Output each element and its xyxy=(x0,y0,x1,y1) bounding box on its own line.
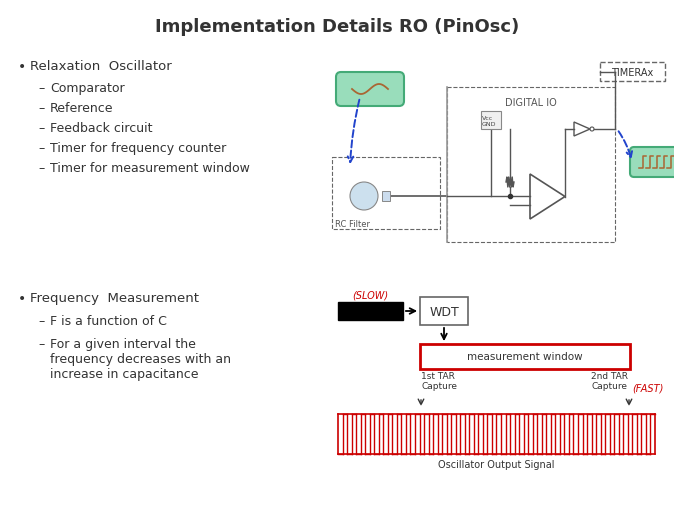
Text: •: • xyxy=(18,291,26,306)
Text: Timer for measurement window: Timer for measurement window xyxy=(50,162,250,175)
Circle shape xyxy=(350,183,378,211)
Text: –: – xyxy=(38,122,44,135)
Bar xyxy=(447,88,615,242)
Text: (FAST): (FAST) xyxy=(632,383,663,393)
Text: –: – xyxy=(38,102,44,115)
Text: WDT: WDT xyxy=(429,305,459,318)
Text: TIMERAx: TIMERAx xyxy=(611,67,654,77)
Bar xyxy=(332,158,440,230)
Text: –: – xyxy=(38,142,44,155)
Text: Timer for frequency counter: Timer for frequency counter xyxy=(50,142,226,155)
Text: Oscillator Output Signal: Oscillator Output Signal xyxy=(438,459,555,469)
Text: (SLOW): (SLOW) xyxy=(353,290,389,300)
Bar xyxy=(600,63,665,82)
Text: Relaxation  Oscillator: Relaxation Oscillator xyxy=(30,60,172,73)
Text: •: • xyxy=(18,60,26,74)
Text: Reference: Reference xyxy=(50,102,113,115)
Text: DIGITAL IO: DIGITAL IO xyxy=(505,98,557,108)
Text: 1st TAR
Capture: 1st TAR Capture xyxy=(421,371,457,391)
Text: Feedback circuit: Feedback circuit xyxy=(50,122,152,135)
Text: 2nd TAR
Capture: 2nd TAR Capture xyxy=(591,371,628,391)
Text: Vcc: Vcc xyxy=(482,116,493,121)
Bar xyxy=(382,191,390,201)
FancyBboxPatch shape xyxy=(336,73,404,107)
Bar xyxy=(420,297,468,325)
Bar xyxy=(420,344,630,369)
Text: –: – xyxy=(38,82,44,95)
Text: measurement window: measurement window xyxy=(467,352,583,362)
Text: Comparator: Comparator xyxy=(50,82,125,95)
Text: –: – xyxy=(38,337,44,350)
Text: F is a function of C: F is a function of C xyxy=(50,315,167,327)
Text: Frequency  Measurement: Frequency Measurement xyxy=(30,291,199,305)
Bar xyxy=(481,112,501,130)
Bar xyxy=(338,302,403,320)
Text: For a given interval the
frequency decreases with an
increase in capacitance: For a given interval the frequency decre… xyxy=(50,337,231,380)
Text: RC Filter: RC Filter xyxy=(335,220,370,229)
FancyBboxPatch shape xyxy=(630,147,674,178)
Text: –: – xyxy=(38,315,44,327)
Text: GND: GND xyxy=(482,122,497,127)
Text: –: – xyxy=(38,162,44,175)
Text: Implementation Details RO (PinOsc): Implementation Details RO (PinOsc) xyxy=(155,18,519,36)
